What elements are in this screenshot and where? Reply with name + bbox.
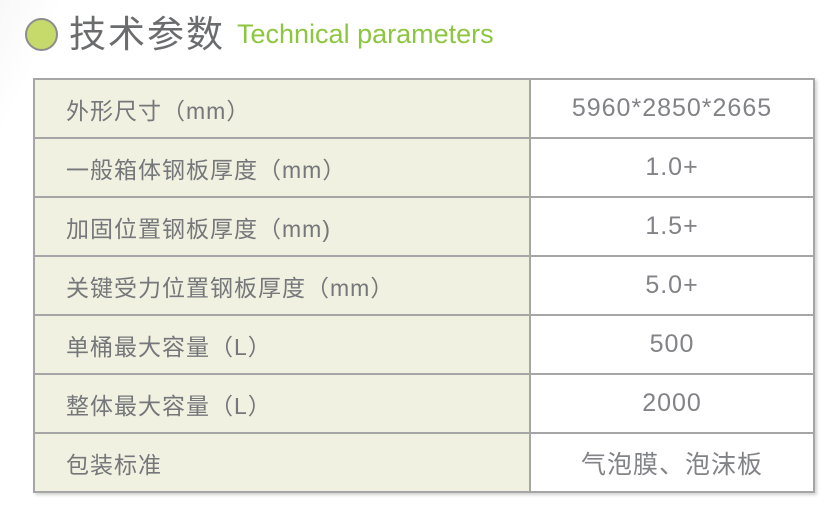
spec-label-cell: 外形尺寸（mm） [35, 80, 531, 137]
spec-label-cell: 包装标准 [35, 434, 531, 491]
spec-value-cell: 气泡膜、泡沫板 [531, 434, 813, 491]
spec-value-cell: 500 [531, 316, 813, 373]
spec-value-cell: 2000 [531, 375, 813, 432]
table-row: 单桶最大容量（L） 500 [35, 314, 813, 373]
table-row: 一般箱体钢板厚度（mm） 1.0+ [35, 137, 813, 196]
table-row: 加固位置钢板厚度（mm) 1.5+ [35, 196, 813, 255]
circle-bullet-icon [25, 17, 58, 51]
spec-value-cell: 1.5+ [531, 198, 813, 255]
spec-value-cell: 5960*2850*2665 [531, 80, 813, 137]
spec-value-cell: 1.0+ [531, 139, 813, 196]
section-header: 技术参数 Technical parameters [25, 13, 494, 55]
table-row: 整体最大容量（L） 2000 [35, 373, 813, 432]
spec-label-cell: 关键受力位置钢板厚度（mm） [35, 257, 531, 314]
spec-label-cell: 单桶最大容量（L） [35, 316, 531, 373]
spec-label-cell: 整体最大容量（L） [35, 375, 531, 432]
table-row: 包装标准 气泡膜、泡沫板 [35, 432, 813, 491]
table-row: 关键受力位置钢板厚度（mm） 5.0+ [35, 255, 813, 314]
spec-value-cell: 5.0+ [531, 257, 813, 314]
section-title-zh: 技术参数 [69, 13, 225, 55]
table-row: 外形尺寸（mm） 5960*2850*2665 [35, 80, 813, 137]
spec-label-cell: 一般箱体钢板厚度（mm） [35, 139, 531, 196]
technical-parameters-table: 外形尺寸（mm） 5960*2850*2665 一般箱体钢板厚度（mm） 1.0… [33, 78, 815, 493]
section-title-en: Technical parameters [237, 18, 494, 49]
spec-label-cell: 加固位置钢板厚度（mm) [35, 198, 531, 255]
